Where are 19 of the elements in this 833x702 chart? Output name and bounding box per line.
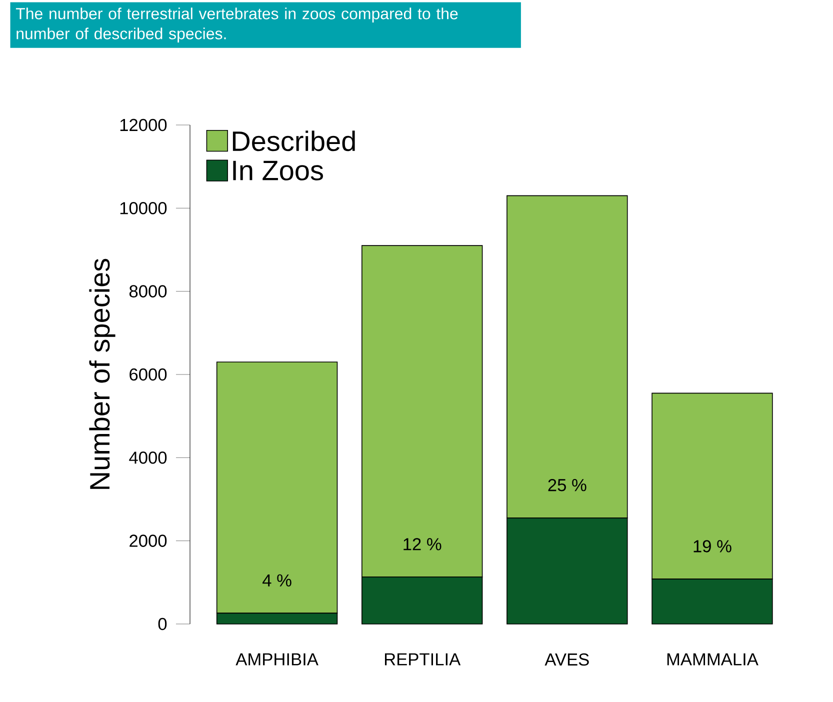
chart-title: The number of terrestrial vertebrates in zoos compared to the number of described species. bbox=[16, 8, 458, 43]
y-tick-label: 2000 bbox=[130, 534, 167, 547]
y-tick-label: 0 bbox=[158, 618, 167, 630]
legend-label: Described bbox=[232, 130, 355, 152]
y-tick-label: 8000 bbox=[129, 285, 167, 298]
x-tick-label: MAMMALIA bbox=[667, 653, 758, 666]
y-tick-label: 6000 bbox=[130, 368, 167, 381]
legend-label: In Zoos bbox=[233, 160, 323, 180]
y-tick-label: 4000 bbox=[129, 452, 167, 464]
x-tick-label: AMPHIBIA bbox=[236, 653, 318, 666]
annotation: 4 % bbox=[262, 574, 292, 586]
x-tick-label: REPTILIA bbox=[384, 653, 461, 666]
annotation: 25 % bbox=[548, 478, 586, 492]
y-tick-label: 10000 bbox=[120, 202, 167, 214]
x-tick-label: AVES bbox=[544, 653, 589, 666]
annotation: 19 % bbox=[694, 540, 732, 552]
y-axis-title: Number of species bbox=[89, 258, 116, 489]
y-tick-label: 12000 bbox=[120, 118, 167, 132]
annotation: 12 % bbox=[404, 538, 442, 550]
